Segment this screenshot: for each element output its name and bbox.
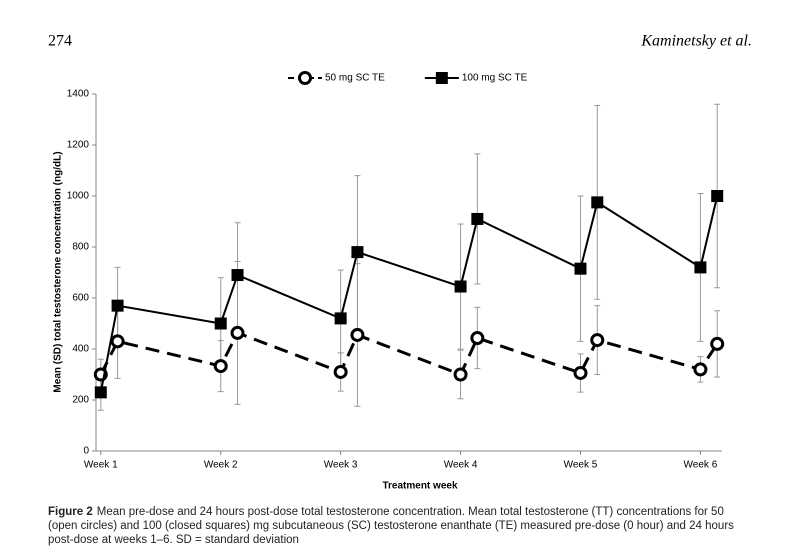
x-axis-label: Treatment week [382,481,457,492]
data-point [574,262,587,275]
data-point [590,333,605,348]
data-point [230,325,245,340]
x-tick-label: Week 3 [324,460,358,471]
data-point [454,280,467,293]
series-line [99,331,719,377]
y-tick-label: 800 [72,242,89,253]
data-point [333,364,348,379]
y-tick-label: 0 [83,446,89,457]
data-point [573,365,588,380]
x-tick-label: Week 5 [564,460,598,471]
y-tick-label: 200 [72,395,89,406]
data-point [350,327,365,342]
x-tick-label: Week 4 [444,460,478,471]
legend-marker [435,72,448,84]
data-point [334,312,347,325]
caption-label: Figure 2 [48,506,93,518]
x-tick-label: Week 2 [204,460,238,471]
data-point [231,269,244,282]
y-axis-label: Mean (SD) total testosterone concentrati… [53,151,64,392]
page-number: 274 [48,33,72,50]
legend-label: 50 mg SC TE [325,73,385,84]
data-point [694,261,707,274]
y-tick-label: 600 [72,293,89,304]
data-point [470,331,485,346]
caption-text: Mean pre-dose and 24 hours post-dose tot… [48,506,734,546]
data-point [693,362,708,377]
data-point [110,334,125,349]
y-tick-label: 1200 [67,140,90,151]
data-point [711,190,724,202]
data-point [111,299,124,312]
data-point [214,317,227,330]
y-tick-label: 400 [72,344,89,355]
data-point [351,246,364,259]
series-line [99,195,719,393]
data-point [213,359,228,374]
data-point [94,386,107,399]
running-head: Kaminetsky et al. [640,33,752,50]
y-tick-label: 1000 [67,191,90,202]
data-point [710,336,725,351]
caption: Figure 2 Mean pre-dose and 24 hours post-… [48,505,754,547]
data-point [471,212,484,225]
legend-marker [298,71,312,85]
x-tick-label: Week 1 [84,460,118,471]
y-tick-label: 1400 [67,89,90,100]
data-point [591,196,604,209]
legend-label: 100 mg SC TE [462,73,528,84]
x-tick-label: Week 6 [684,460,718,471]
data-point [453,367,468,382]
